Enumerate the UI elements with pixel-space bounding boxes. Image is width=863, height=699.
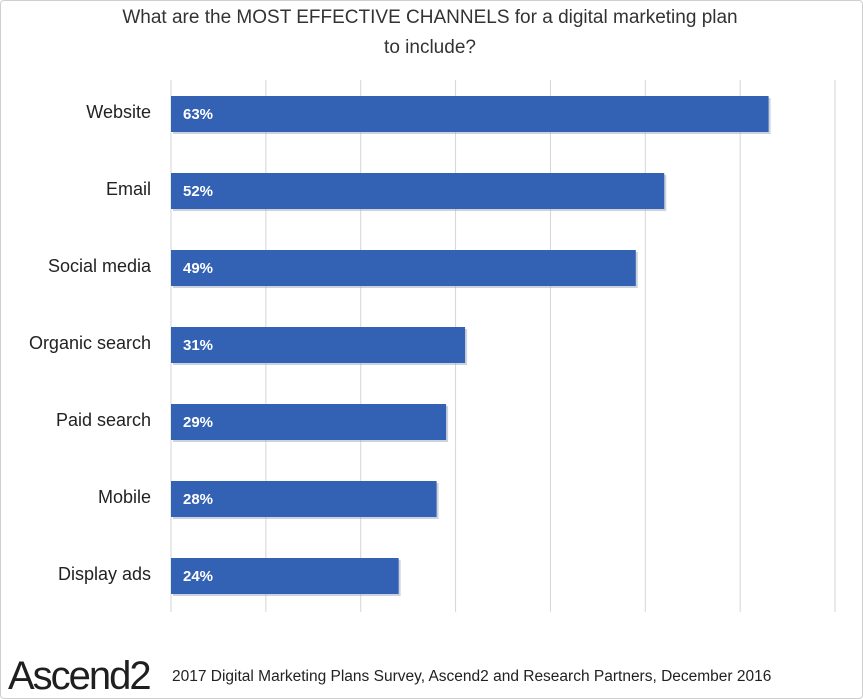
bar [171,558,399,594]
chart-title-line-2: to include? [384,37,476,58]
data-label: 28% [183,491,213,508]
data-label: 63% [183,106,213,123]
data-label: 52% [183,183,213,200]
source-note: 2017 Digital Marketing Plans Survey, Asc… [172,668,772,685]
chart-title-line-1: What are the MOST EFFECTIVE CHANNELS for… [122,7,738,28]
category-label: Social media [48,256,152,276]
data-label: 31% [183,337,213,354]
bar [171,327,466,363]
category-label: Email [106,179,151,199]
category-label: Paid search [56,410,151,430]
bar-chart: Website 63% Email 52% Social media 49% Organic… [29,80,836,612]
category-label: Mobile [98,487,151,507]
ascend2-logo: Ascend2 [8,654,152,698]
bar [171,173,665,209]
bar [171,481,437,517]
bar [171,250,636,286]
data-label: 49% [183,260,213,277]
category-label: Display ads [58,564,151,584]
chart-footer: Ascend2 2017 Digital Marketing Plans Sur… [0,652,863,699]
data-label: 29% [183,414,213,431]
category-label: Website [86,102,151,122]
bar [171,404,447,440]
category-label: Organic search [29,333,151,353]
bar [171,96,769,132]
data-label: 24% [183,568,213,585]
